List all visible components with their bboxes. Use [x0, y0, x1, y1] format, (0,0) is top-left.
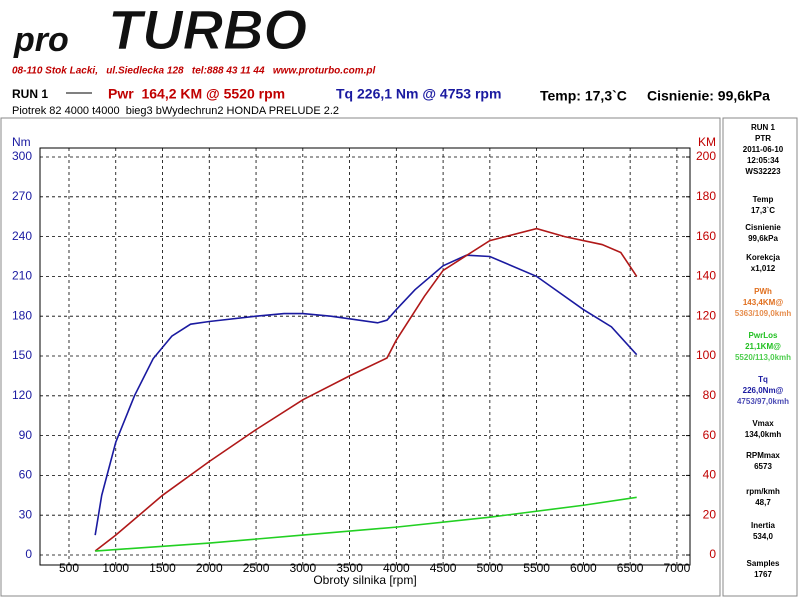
y-tick-label: 210	[12, 269, 32, 283]
y2-tick-label: 40	[703, 468, 717, 482]
x-tick-label: 2500	[243, 561, 270, 575]
side-text: 4753/97,0kmh	[737, 397, 789, 406]
x-tick-label: 6500	[617, 561, 644, 575]
y2-tick-label: 140	[696, 269, 716, 283]
side-text: 134,0kmh	[745, 430, 782, 439]
plot-area	[39, 147, 691, 566]
side-text: 48,7	[755, 498, 771, 507]
side-text: 5363/109,0kmh	[735, 309, 792, 318]
logo-pre: pro	[13, 21, 69, 59]
y-tick-label: 0	[25, 547, 32, 561]
y2-tick-label: 0	[709, 547, 716, 561]
y-tick-label: 30	[19, 507, 33, 521]
x-tick-label: 500	[59, 561, 79, 575]
side-text: PTR	[755, 134, 771, 143]
temp: Temp: 17,3`C	[540, 88, 627, 104]
side-text: 6573	[754, 462, 772, 471]
side-text: 99,6kPa	[748, 234, 778, 243]
side-text: PwrLos	[749, 331, 778, 340]
side-text: 12:05:34	[747, 156, 780, 165]
y-tick-label: 90	[19, 428, 33, 442]
y-tick-label: 120	[12, 388, 32, 402]
x-tick-label: 6000	[570, 561, 597, 575]
y-tick-label: 240	[12, 229, 32, 243]
side-text: Cisnienie	[745, 223, 781, 232]
side-text: x1,012	[751, 264, 776, 273]
x-tick-label: 3500	[336, 561, 363, 575]
y2-tick-label: 20	[703, 507, 717, 521]
y2-axis-label: KM	[698, 135, 716, 149]
side-text: 143,4KM@	[743, 298, 783, 307]
chart-frame	[0, 117, 721, 597]
x-axis-label: Obroty silnika [rpm]	[313, 573, 416, 587]
x-tick-label: 5500	[523, 561, 550, 575]
side-text: 534,0	[753, 532, 774, 541]
y2-tick-label: 180	[696, 189, 716, 203]
side-text: 17,3`C	[751, 206, 775, 215]
side-frame	[722, 117, 798, 597]
y2-tick-label: 160	[696, 229, 716, 243]
y-tick-label: 60	[19, 468, 33, 482]
y2-tick-label: 60	[703, 428, 717, 442]
x-tick-label: 1000	[102, 561, 129, 575]
y2-tick-label: 100	[696, 348, 716, 362]
side-text: RUN 1	[751, 123, 776, 132]
side-text: Temp	[753, 195, 774, 204]
x-tick-label: 4000	[383, 561, 410, 575]
run-label: RUN 1	[12, 87, 48, 101]
side-text: RPMmax	[746, 451, 780, 460]
y2-tick-label: 120	[696, 308, 716, 322]
y-tick-label: 150	[12, 348, 32, 362]
series-line	[95, 496, 637, 552]
y-tick-label: 300	[12, 149, 32, 163]
x-tick-label: 3000	[289, 561, 316, 575]
x-tick-label: 7000	[664, 561, 691, 575]
side-text: rpm/kmh	[746, 487, 780, 496]
y2-tick-label: 200	[696, 149, 716, 163]
side-text: Korekcja	[746, 253, 780, 262]
side-text: Tq	[758, 375, 768, 384]
x-tick-label: 4500	[430, 561, 457, 575]
side-text: 5520/113,0kmh	[735, 353, 791, 362]
side-text: 1767	[754, 570, 772, 579]
x-tick-label: 2000	[196, 561, 223, 575]
x-tick-label: 5000	[477, 561, 504, 575]
y2-tick-label: 80	[703, 388, 717, 402]
y-axis-label: Nm	[12, 135, 31, 149]
side-text: 21,1KM@	[745, 342, 781, 351]
subtitle: Piotrek 82 4000 t4000 bieg3 bWydechrun2 …	[12, 105, 339, 117]
side-text: Inertia	[751, 521, 776, 530]
series-line	[94, 254, 638, 536]
pwr-summary: Pwr 164,2 KM @ 5520 rpm	[108, 86, 285, 102]
side-text: 2011-06-10	[743, 145, 784, 154]
tq-summary: Tq 226,1 Nm @ 4753 rpm	[336, 86, 501, 102]
pressure: Cisnienie: 99,6kPa	[647, 88, 770, 104]
series-line	[94, 227, 638, 552]
y-tick-label: 180	[12, 308, 32, 322]
x-tick-label: 1500	[149, 561, 176, 575]
side-text: WS32223	[745, 167, 781, 176]
side-text: Vmax	[752, 419, 774, 428]
side-text: Samples	[747, 559, 780, 568]
side-text: 226,0Nm@	[743, 386, 784, 395]
y-tick-label: 270	[12, 189, 32, 203]
logo-main: TURBO	[108, 0, 307, 61]
address: 08-110 Stok Lacki, ul.Siedlecka 128 tel:…	[12, 66, 376, 77]
side-text: PWh	[754, 287, 772, 296]
